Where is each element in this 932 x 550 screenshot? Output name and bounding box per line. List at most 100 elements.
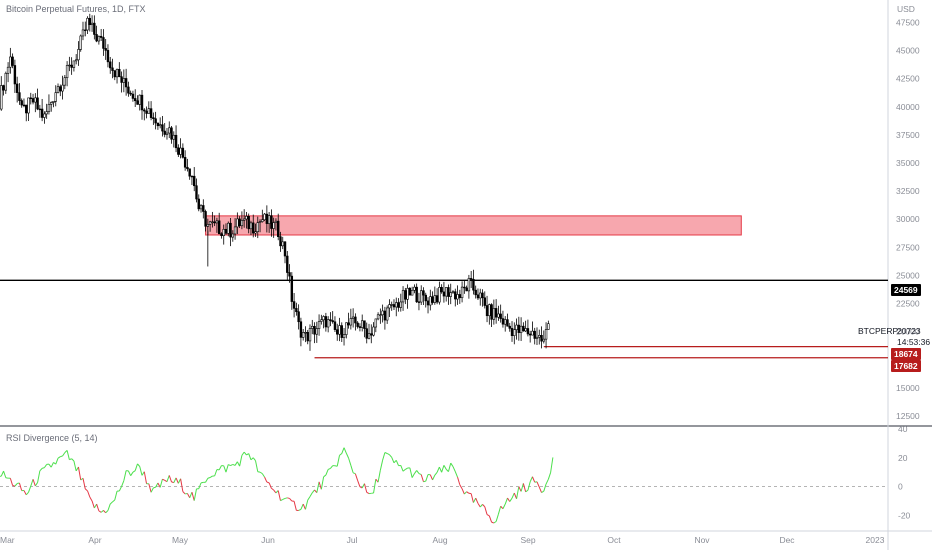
candle-body — [504, 319, 507, 325]
y-tick-label: 30000 — [896, 214, 920, 224]
rsi-segment — [284, 497, 288, 499]
rsi-segment — [223, 465, 227, 473]
rsi-segment — [363, 483, 368, 493]
rsi-segment — [491, 521, 495, 524]
candle-body — [458, 294, 462, 299]
rsi-segment — [357, 480, 361, 487]
candle-body — [111, 67, 114, 71]
rsi-segment — [472, 497, 477, 503]
rsi-segment — [261, 473, 266, 478]
candle-body — [122, 78, 126, 83]
rsi-segment — [379, 459, 384, 471]
rsi-segment — [389, 454, 393, 458]
rsi-segment — [107, 503, 111, 511]
candle-body — [72, 60, 76, 68]
rsi-segment — [205, 478, 209, 483]
rsi-segment — [96, 503, 100, 512]
rsi-segment — [518, 486, 522, 492]
candle-body — [97, 35, 101, 42]
rsi-segment — [447, 462, 452, 472]
rsi-segment — [173, 477, 177, 483]
rsi-segment — [318, 481, 322, 490]
candle-body — [367, 333, 371, 339]
currency-label: USD — [897, 4, 915, 14]
rsi-segment — [495, 514, 499, 522]
rsi-segment — [509, 497, 513, 502]
rsi-segment — [168, 475, 172, 483]
rsi-segment — [420, 474, 424, 482]
candle-body — [38, 108, 42, 111]
rsi-segment — [414, 470, 418, 474]
candle-body — [277, 220, 280, 237]
rsi-segment — [520, 483, 524, 492]
candle-body — [404, 290, 407, 300]
candle-body — [81, 29, 85, 37]
rsi-tick-label: 40 — [898, 424, 908, 434]
candle-body — [286, 255, 289, 273]
candle-body — [292, 301, 296, 309]
candle-body — [68, 64, 71, 67]
y-tick-label: 20000 — [896, 327, 920, 337]
candle-body — [140, 94, 144, 111]
rsi-segment — [441, 465, 445, 473]
rsi-segment — [418, 473, 422, 476]
rsi-segment — [289, 498, 293, 502]
rsi-tick-label: 0 — [898, 482, 903, 492]
candle-body — [435, 295, 439, 303]
candle-body — [449, 292, 452, 297]
rsi-segment — [55, 457, 59, 465]
rsi-segment — [341, 447, 345, 454]
rsi-segment — [293, 501, 297, 511]
candle-body — [329, 319, 332, 321]
rsi-segment — [486, 514, 490, 517]
rsi-segment — [482, 504, 486, 508]
candle-body — [395, 302, 398, 308]
candle-body — [52, 101, 55, 103]
rsi-segment — [479, 504, 483, 508]
rsi-segment — [236, 461, 241, 467]
rsi-segment — [18, 482, 23, 491]
candle-body — [152, 117, 155, 119]
candle-body — [358, 326, 362, 328]
rsi-segment — [384, 452, 388, 454]
rsi-segment — [218, 465, 222, 471]
candle-body — [124, 78, 128, 88]
candle-body — [147, 108, 151, 114]
candle-body — [290, 275, 294, 302]
rsi-segment — [9, 478, 14, 486]
candle-body — [145, 110, 148, 114]
rsi-segment — [547, 472, 552, 480]
candle-body — [104, 48, 107, 51]
rsi-segment — [531, 476, 536, 483]
candle-body — [317, 321, 321, 329]
candle-body — [197, 198, 200, 210]
rsi-segment — [17, 482, 20, 485]
candle-body — [177, 147, 180, 155]
candle-body — [356, 322, 359, 327]
candle-body — [231, 233, 235, 238]
candle-body — [206, 224, 210, 227]
rsi-segment — [475, 497, 479, 504]
candle-body — [481, 292, 484, 299]
rsi-segment — [252, 457, 256, 462]
rsi-segment — [209, 475, 213, 478]
candle-body — [454, 291, 457, 300]
last-price-symbol: BTCPERP — [858, 326, 899, 336]
candle-body — [202, 205, 205, 212]
rsi-segment — [339, 453, 343, 456]
candle-body — [542, 338, 546, 342]
candle-body — [322, 316, 325, 321]
candle-body — [304, 332, 307, 334]
candle-body — [342, 334, 346, 338]
candle-body — [476, 294, 480, 299]
rsi-segment — [82, 478, 86, 490]
rsi-segment — [182, 491, 186, 495]
candle-body — [95, 34, 98, 42]
candle-body — [431, 296, 434, 303]
candle-body — [390, 304, 393, 306]
y-tick-label: 22500 — [896, 299, 920, 309]
candle-body — [528, 333, 532, 336]
rsi-segment — [66, 450, 70, 460]
